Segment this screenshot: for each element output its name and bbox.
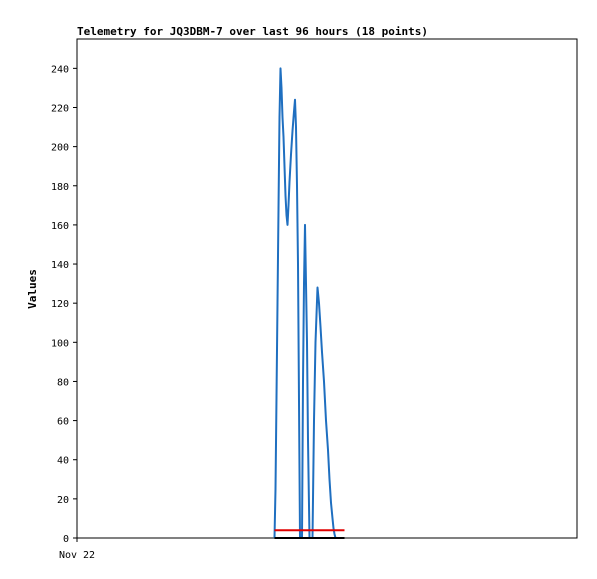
y-tick-label: 220 <box>51 103 69 114</box>
y-tick-label: 0 <box>63 534 69 545</box>
chart-title: Telemetry for JQ3DBM-7 over last 96 hour… <box>77 25 428 38</box>
y-tick-label: 40 <box>57 456 69 467</box>
y-tick-label: 20 <box>57 495 69 506</box>
y-tick-label: 160 <box>51 221 69 232</box>
x-axis: Nov 22 <box>59 538 95 561</box>
y-tick-label: 80 <box>57 377 69 388</box>
y-axis-label: Values <box>26 269 39 309</box>
plot-area <box>76 38 578 539</box>
y-tick-label: 180 <box>51 182 69 193</box>
y-axis: 0 20 40 60 80 100 120 140 160 180 200 220 240 <box>51 64 77 545</box>
y-tick-label: 200 <box>51 143 69 154</box>
y-tick-label: 60 <box>57 417 69 428</box>
y-tick-label: 100 <box>51 338 69 349</box>
y-tick-label: 240 <box>51 64 69 75</box>
x-tick-label: Nov 22 <box>59 550 95 561</box>
y-tick-label: 120 <box>51 299 69 310</box>
series-layer <box>273 67 345 539</box>
y-tick-label: 140 <box>51 260 69 271</box>
